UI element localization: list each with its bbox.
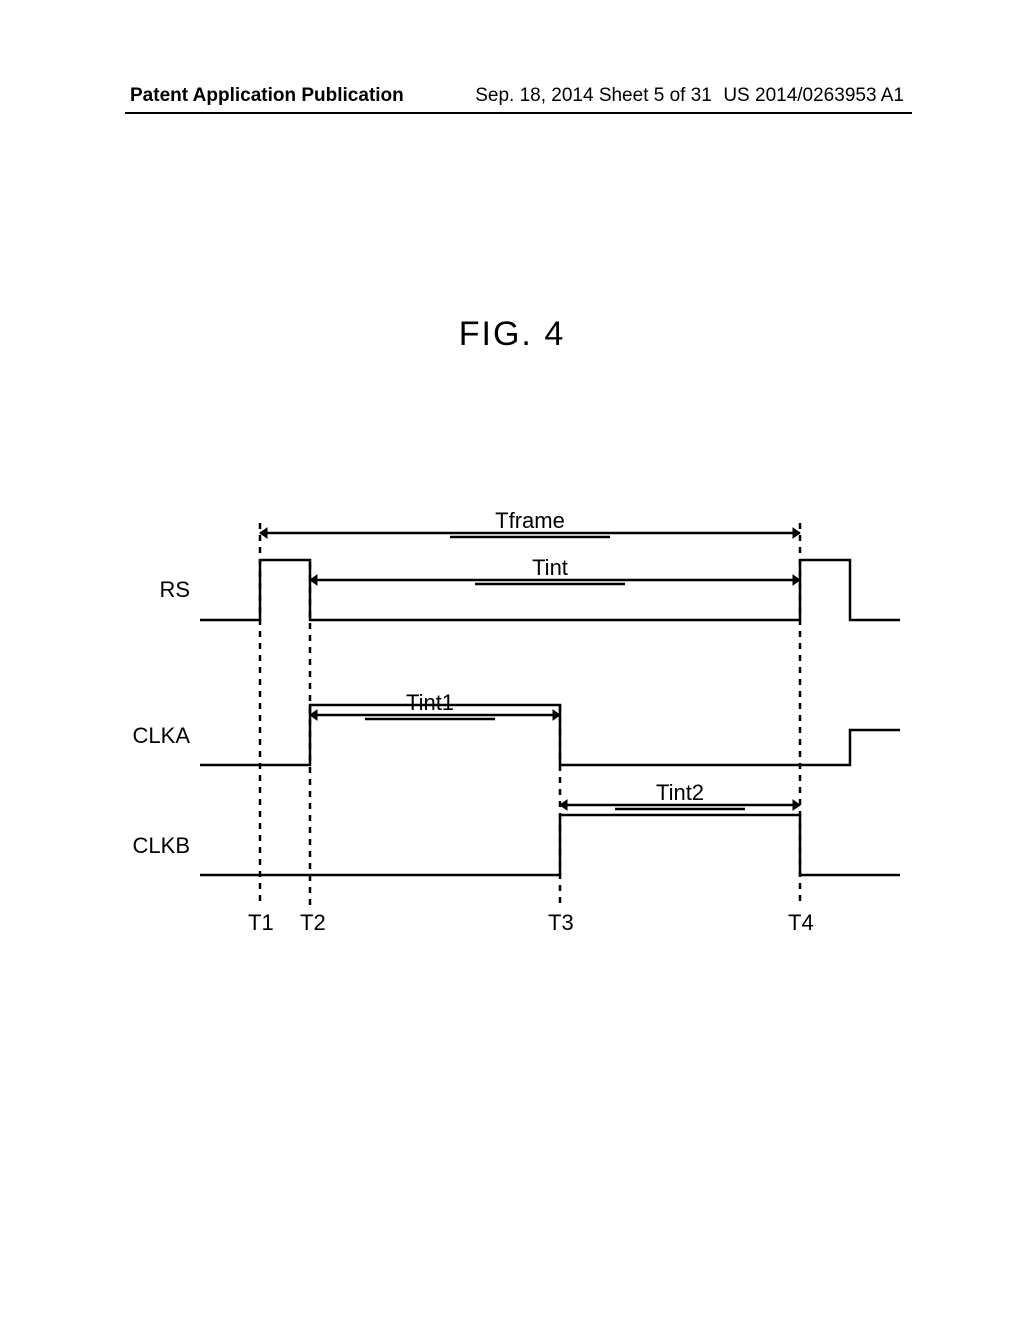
timing-svg — [130, 505, 900, 955]
header-left: Patent Application Publication — [130, 85, 404, 107]
page-header: Patent Application Publication Sep. 18, … — [0, 85, 1024, 107]
header-center: Sep. 18, 2014 Sheet 5 of 31 — [404, 85, 724, 107]
timing-diagram: RS CLKA CLKB Tframe Tint Tint1 Tint2 T1 … — [130, 505, 900, 955]
header-underline — [125, 112, 912, 114]
header-right: US 2014/0263953 A1 — [723, 85, 904, 107]
figure-title: FIG. 4 — [0, 315, 1024, 354]
